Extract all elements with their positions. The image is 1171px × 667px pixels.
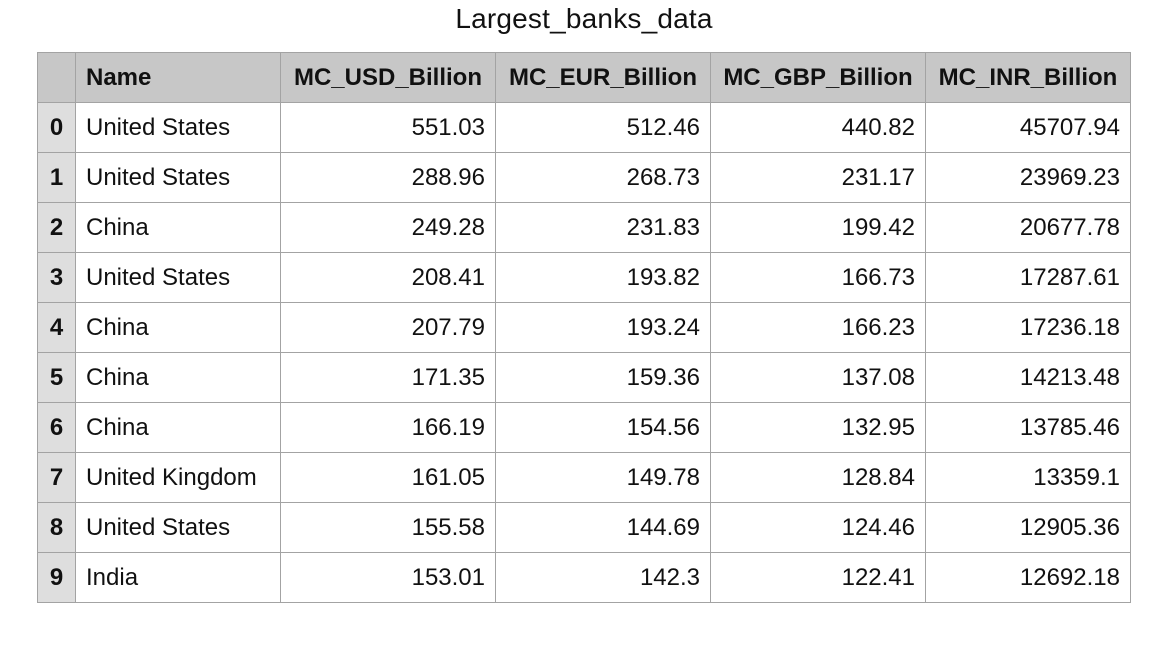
inr-cell: 13359.1 bbox=[925, 452, 1131, 503]
table-title: Largest_banks_data bbox=[455, 3, 713, 34]
row-index: 0 bbox=[37, 102, 76, 153]
index-corner-cell bbox=[37, 52, 76, 103]
table-body: 0 United States 551.03 512.46 440.82 45707.94… bbox=[37, 102, 1131, 603]
table-row: 1 United States 288.96 268.73 231.17 23969.23 bbox=[37, 152, 1131, 203]
inr-cell: 12905.36 bbox=[925, 502, 1131, 553]
usd-cell: 171.35 bbox=[280, 352, 496, 403]
column-header-eur: MC_EUR_Billion bbox=[495, 52, 711, 103]
gbp-cell: 166.23 bbox=[710, 302, 926, 353]
name-cell: United States bbox=[75, 502, 281, 553]
usd-cell: 208.41 bbox=[280, 252, 496, 303]
name-cell: United States bbox=[75, 152, 281, 203]
table-row: 7 United Kingdom 161.05 149.78 128.84 13359.1 bbox=[37, 452, 1131, 503]
usd-cell: 153.01 bbox=[280, 552, 496, 603]
inr-cell: 14213.48 bbox=[925, 352, 1131, 403]
row-index: 1 bbox=[37, 152, 76, 203]
gbp-cell: 132.95 bbox=[710, 402, 926, 453]
eur-cell: 142.3 bbox=[495, 552, 711, 603]
table-row: 6 China 166.19 154.56 132.95 13785.46 bbox=[37, 402, 1131, 453]
name-cell: China bbox=[75, 202, 281, 253]
eur-cell: 268.73 bbox=[495, 152, 711, 203]
eur-cell: 193.24 bbox=[495, 302, 711, 353]
eur-cell: 149.78 bbox=[495, 452, 711, 503]
table-row: 5 China 171.35 159.36 137.08 14213.48 bbox=[37, 352, 1131, 403]
row-index: 7 bbox=[37, 452, 76, 503]
column-header-gbp: MC_GBP_Billion bbox=[710, 52, 926, 103]
name-cell: United States bbox=[75, 102, 281, 153]
eur-cell: 154.56 bbox=[495, 402, 711, 453]
name-cell: United States bbox=[75, 252, 281, 303]
row-index: 6 bbox=[37, 402, 76, 453]
inr-cell: 17287.61 bbox=[925, 252, 1131, 303]
table-row: 3 United States 208.41 193.82 166.73 17287.61 bbox=[37, 252, 1131, 303]
name-cell: China bbox=[75, 352, 281, 403]
gbp-cell: 166.73 bbox=[710, 252, 926, 303]
row-index: 3 bbox=[37, 252, 76, 303]
column-header-usd: MC_USD_Billion bbox=[280, 52, 496, 103]
name-cell: China bbox=[75, 402, 281, 453]
header-row: Name MC_USD_Billion MC_EUR_Billion MC_GB… bbox=[37, 52, 1131, 103]
table-row: 9 India 153.01 142.3 122.41 12692.18 bbox=[37, 552, 1131, 603]
name-cell: China bbox=[75, 302, 281, 353]
usd-cell: 166.19 bbox=[280, 402, 496, 453]
usd-cell: 155.58 bbox=[280, 502, 496, 553]
gbp-cell: 231.17 bbox=[710, 152, 926, 203]
eur-cell: 231.83 bbox=[495, 202, 711, 253]
gbp-cell: 440.82 bbox=[710, 102, 926, 153]
gbp-cell: 124.46 bbox=[710, 502, 926, 553]
usd-cell: 207.79 bbox=[280, 302, 496, 353]
table-row: 2 China 249.28 231.83 199.42 20677.78 bbox=[37, 202, 1131, 253]
row-index: 2 bbox=[37, 202, 76, 253]
table-row: 0 United States 551.03 512.46 440.82 45707.94 bbox=[37, 102, 1131, 153]
gbp-cell: 122.41 bbox=[710, 552, 926, 603]
data-table: Name MC_USD_Billion MC_EUR_Billion MC_GB… bbox=[37, 52, 1131, 603]
inr-cell: 45707.94 bbox=[925, 102, 1131, 153]
row-index: 5 bbox=[37, 352, 76, 403]
name-cell: United Kingdom bbox=[75, 452, 281, 503]
gbp-cell: 137.08 bbox=[710, 352, 926, 403]
table-row: 8 United States 155.58 144.69 124.46 12905.36 bbox=[37, 502, 1131, 553]
inr-cell: 20677.78 bbox=[925, 202, 1131, 253]
usd-cell: 161.05 bbox=[280, 452, 496, 503]
name-cell: India bbox=[75, 552, 281, 603]
row-index: 4 bbox=[37, 302, 76, 353]
inr-cell: 17236.18 bbox=[925, 302, 1131, 353]
eur-cell: 512.46 bbox=[495, 102, 711, 153]
inr-cell: 12692.18 bbox=[925, 552, 1131, 603]
row-index: 9 bbox=[37, 552, 76, 603]
inr-cell: 23969.23 bbox=[925, 152, 1131, 203]
eur-cell: 144.69 bbox=[495, 502, 711, 553]
column-header-inr: MC_INR_Billion bbox=[925, 52, 1131, 103]
usd-cell: 551.03 bbox=[280, 102, 496, 153]
usd-cell: 288.96 bbox=[280, 152, 496, 203]
gbp-cell: 128.84 bbox=[710, 452, 926, 503]
inr-cell: 13785.46 bbox=[925, 402, 1131, 453]
eur-cell: 159.36 bbox=[495, 352, 711, 403]
column-header-name: Name bbox=[75, 52, 281, 103]
table-row: 4 China 207.79 193.24 166.23 17236.18 bbox=[37, 302, 1131, 353]
usd-cell: 249.28 bbox=[280, 202, 496, 253]
row-index: 8 bbox=[37, 502, 76, 553]
eur-cell: 193.82 bbox=[495, 252, 711, 303]
gbp-cell: 199.42 bbox=[710, 202, 926, 253]
